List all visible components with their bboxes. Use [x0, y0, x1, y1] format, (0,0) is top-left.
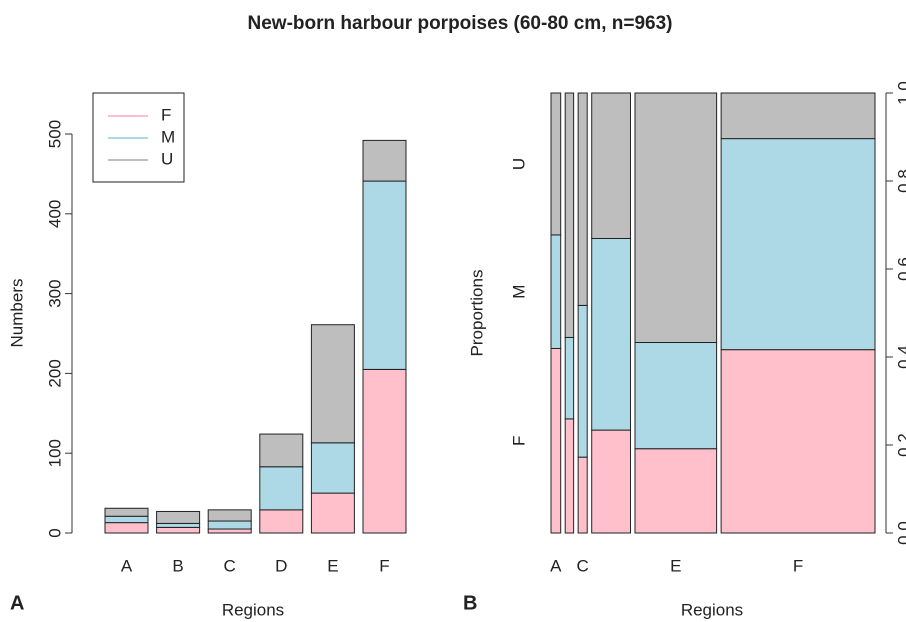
y-tick-label: 300: [45, 279, 64, 307]
y-axis-label: Numbers: [7, 279, 26, 348]
x-tick-label: D: [275, 556, 287, 575]
spine-segment: [591, 237, 631, 431]
x-axis-label: Regions: [681, 600, 743, 619]
bar-segment: [104, 522, 149, 534]
spine-segment: [577, 92, 588, 306]
x-tick-label: C: [577, 556, 589, 575]
spine-segment: [577, 304, 588, 458]
x-tick-label: F: [793, 556, 803, 575]
bar-segment: [207, 509, 252, 522]
x-tick-label: A: [121, 556, 133, 575]
bar-segment: [362, 139, 407, 182]
x-tick-label: E: [327, 556, 338, 575]
bar-segment: [156, 522, 201, 528]
bar-segment: [310, 324, 355, 444]
y-tick-label: 0: [45, 528, 64, 537]
x-tick-label: F: [379, 556, 389, 575]
y-tick-label: 100: [45, 439, 64, 467]
legend-label: F: [161, 105, 171, 124]
panel-label: B: [463, 592, 477, 614]
x-tick-label: A: [550, 556, 562, 575]
spine-segment: [564, 336, 575, 420]
figure-title: New-born harbour porpoises (60-80 cm, n=…: [248, 13, 673, 34]
bar-segment: [362, 180, 407, 370]
spine-segment: [550, 347, 562, 534]
y-tick-label: 1.0: [894, 81, 906, 105]
y-tick-label: 0.8: [894, 169, 906, 193]
y-tick-label: 0.2: [894, 433, 906, 457]
spine-segment: [634, 342, 718, 450]
bar-segment: [310, 492, 355, 534]
spine-segment: [720, 349, 876, 534]
x-tick-label: E: [670, 556, 681, 575]
spine-segment: [550, 92, 562, 236]
spine-segment: [634, 92, 718, 344]
bar-segment: [104, 507, 149, 517]
spine-segment: [591, 92, 631, 239]
bar-segment: [362, 368, 407, 534]
bar-segment: [104, 515, 149, 524]
panel-label: A: [10, 592, 24, 614]
legend-box: [92, 92, 185, 183]
y-tick-label: 0.6: [894, 257, 906, 281]
x-tick-label: B: [172, 556, 183, 575]
bar-segment: [310, 442, 355, 494]
legend-label: U: [161, 149, 173, 168]
level-label: U: [509, 158, 528, 170]
bar-segment: [156, 510, 201, 524]
level-label: M: [509, 285, 528, 299]
x-tick-label: C: [224, 556, 236, 575]
bar-segment: [259, 433, 304, 468]
y-tick-label: 0.4: [894, 345, 906, 369]
x-axis-label: Regions: [222, 600, 284, 619]
spine-segment: [550, 234, 562, 349]
bar-segment: [156, 526, 201, 534]
spine-segment: [634, 448, 718, 534]
spine-segment: [591, 429, 631, 534]
spine-segment: [577, 456, 588, 534]
y-tick-label: 500: [45, 120, 64, 148]
y-axis-label: Proportions: [467, 270, 486, 357]
y-tick-label: 0.0: [894, 521, 906, 545]
y-tick-label: 400: [45, 200, 64, 228]
spine-segment: [564, 92, 575, 338]
bar-segment: [259, 509, 304, 534]
bar-segment: [259, 466, 304, 511]
bar-segment: [207, 520, 252, 530]
spine-segment: [564, 418, 575, 534]
level-label: F: [509, 436, 528, 446]
spine-segment: [720, 92, 876, 140]
legend-label: M: [161, 127, 175, 146]
bar-segment: [207, 528, 252, 534]
y-tick-label: 200: [45, 359, 64, 387]
spine-segment: [720, 138, 876, 351]
